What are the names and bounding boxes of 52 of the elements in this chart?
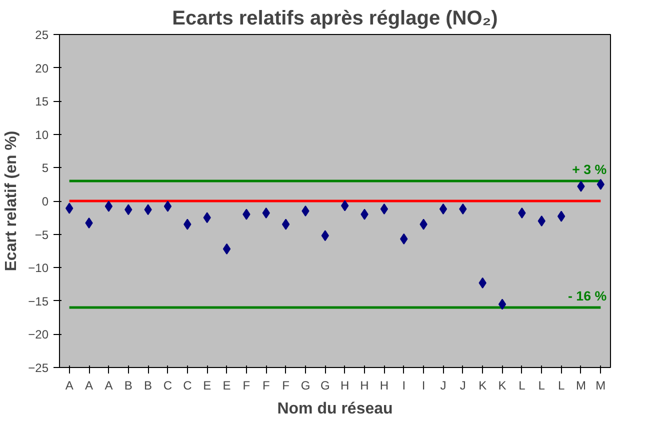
x-tick-label: L [518,378,526,392]
y-tick-label: 5 [42,161,49,176]
y-tick-label: −10 [28,261,49,276]
y-tick-label: −5 [34,228,49,242]
point [164,200,172,212]
point [498,298,506,310]
x-tick-label: J [440,378,446,392]
x-tick-label: H [340,378,350,392]
x-tick-label: L [538,378,546,392]
x-tick-label: H [380,378,389,392]
x-tick-label: I [422,378,426,392]
x-tick-label: J [460,378,466,392]
x-tick-label: M [576,378,586,392]
ref-line-label: + 3 % [572,162,607,178]
x-tick-label: F [262,378,270,392]
chart-title: Ecarts relatifs après réglage (NO₂) [172,8,498,30]
x-tick-label: C [183,378,192,392]
x-tick-label: A [104,378,113,392]
point [380,203,388,214]
point [104,200,113,212]
point [557,210,566,222]
y-tick-label: −20 [28,328,49,342]
x-tick-label: H [360,378,369,392]
x-tick-label: M [596,378,606,392]
ref-line-label: - 16 % [568,288,607,304]
y-tick-label: −15 [28,294,49,308]
point [439,203,448,214]
point [222,243,231,254]
x-axis-title: Nom du réseau [277,400,393,418]
x-tick-label: B [144,378,152,392]
x-tick-label: A [65,378,74,392]
x-tick-label: L [558,378,565,392]
x-tick-label: E [203,378,212,392]
y-tick-label: 20 [35,61,49,76]
x-tick-label: F [242,378,250,392]
x-tick-label: B [124,378,132,392]
x-tick-label: A [85,378,94,392]
x-tick-label: K [478,378,487,392]
x-tick-label: F [282,378,290,392]
x-tick-label: G [300,378,310,392]
y-tick-label: 10 [35,128,49,142]
point [282,218,290,230]
y-tick-label: 15 [35,94,49,109]
x-tick-label: C [163,378,172,392]
x-tick-label: G [320,378,330,392]
x-tick-label: E [222,378,231,392]
y-tick-label: 0 [42,194,49,208]
y-tick-label: −25 [28,361,49,375]
x-tick-label: I [402,378,406,392]
y-tick-label: 25 [35,28,49,42]
x-tick-label: K [498,378,506,392]
y-axis-title: Ecart relatif (en %) [3,130,20,272]
